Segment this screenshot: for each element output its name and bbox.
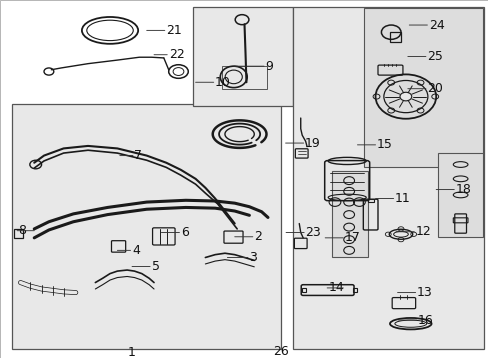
Text: 15: 15 (376, 138, 392, 151)
Bar (193, 7, 293, 105)
Bar (367, 198, 373, 202)
Text: 16: 16 (417, 314, 433, 327)
Text: 26: 26 (272, 345, 288, 358)
FancyBboxPatch shape (301, 285, 353, 296)
Text: 21: 21 (166, 24, 182, 37)
Text: 20: 20 (427, 82, 442, 95)
Bar (364, 8, 482, 167)
Text: 4: 4 (132, 244, 140, 257)
Text: 3: 3 (249, 251, 257, 264)
Text: 12: 12 (415, 225, 430, 238)
Text: 9: 9 (265, 60, 273, 73)
Bar (331, 171, 367, 257)
Text: 17: 17 (344, 231, 360, 244)
Bar (222, 66, 266, 89)
Text: 25: 25 (427, 50, 442, 63)
Bar (389, 32, 400, 42)
Text: 2: 2 (254, 230, 262, 243)
Text: 7: 7 (134, 149, 142, 162)
Bar (352, 288, 356, 292)
Bar (437, 153, 482, 237)
Bar (12, 104, 281, 349)
Bar (301, 288, 305, 292)
Circle shape (399, 92, 411, 101)
Text: 5: 5 (151, 260, 159, 273)
Text: 22: 22 (168, 48, 184, 61)
Text: 11: 11 (394, 192, 410, 205)
Bar (14, 229, 23, 238)
Text: 1: 1 (128, 346, 136, 359)
Text: 18: 18 (455, 183, 470, 196)
Text: 24: 24 (428, 18, 444, 32)
Text: 6: 6 (181, 226, 188, 239)
Text: 8: 8 (19, 224, 26, 237)
Text: 23: 23 (305, 226, 321, 239)
Text: 19: 19 (305, 136, 320, 149)
Text: 13: 13 (416, 286, 432, 299)
Text: 14: 14 (328, 282, 344, 294)
Bar (293, 7, 483, 349)
Text: 10: 10 (215, 76, 230, 89)
